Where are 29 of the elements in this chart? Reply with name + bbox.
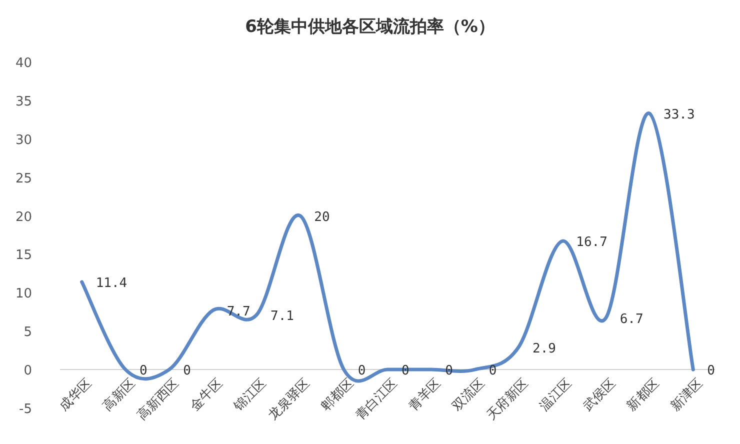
data-label: 6.7	[620, 312, 644, 328]
y-tick-label: 40	[15, 56, 32, 71]
y-tick-label: 15	[15, 248, 32, 264]
data-label: 2.9	[532, 341, 556, 356]
data-label: 0	[707, 364, 715, 379]
x-tick-label: 武侯区	[580, 376, 619, 414]
data-label: 33.3	[664, 108, 695, 123]
y-tick-label: 30	[15, 132, 32, 148]
data-label: 16.7	[576, 235, 608, 250]
data-label: 0	[488, 364, 497, 379]
y-tick-label: 0	[24, 364, 32, 379]
x-tick-label: 青羊区	[406, 376, 444, 414]
y-tick-label: 20	[15, 210, 32, 225]
x-tick-label: 成华区	[56, 376, 95, 414]
y-tick-label: 25	[15, 171, 32, 186]
y-tick-label: 35	[15, 94, 32, 110]
y-tick-label: 5	[24, 325, 32, 340]
x-tick-label: 温江区	[537, 376, 576, 414]
y-tick-label: -5	[19, 402, 32, 417]
data-label: 0	[358, 364, 366, 379]
data-label: 7.1	[270, 308, 294, 324]
x-tick-label: 新津区	[668, 376, 706, 414]
chart-title: 6轮集中供地各区域流拍率（%）	[245, 17, 495, 37]
y-tick-label: 10	[15, 286, 32, 302]
data-label: 0	[183, 364, 191, 379]
x-tick-label: 新都区	[624, 376, 663, 414]
x-tick-label: 金牛区	[188, 376, 226, 414]
data-label: 11.4	[96, 276, 128, 291]
data-label: 20	[314, 210, 330, 225]
